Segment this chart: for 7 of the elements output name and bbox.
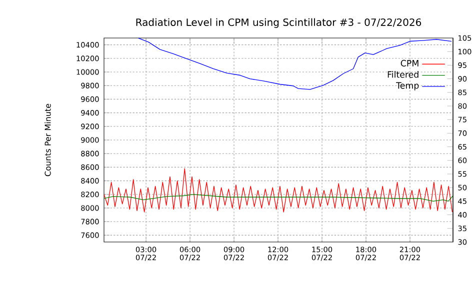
y-axis-title: Counts Per Minute bbox=[44, 104, 51, 176]
legend-label: CPM bbox=[400, 60, 418, 66]
line-series bbox=[104, 168, 453, 212]
line-series bbox=[138, 38, 452, 90]
legend-label: Filtered bbox=[388, 71, 418, 78]
chart-title: Radiation Level in CPM using Scintillator #3 - 07/22/2026 bbox=[136, 18, 422, 28]
legend-label: Temp bbox=[396, 82, 419, 90]
